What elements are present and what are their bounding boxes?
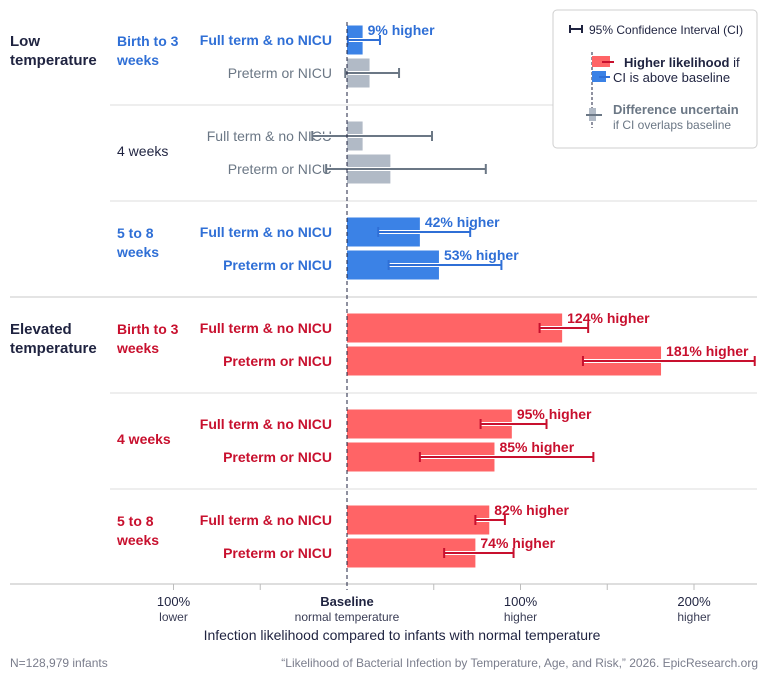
x-tick-label: 200% xyxy=(677,594,711,609)
row-label: Full term & no NICU xyxy=(200,416,332,432)
row-label: Preterm or NICU xyxy=(223,353,332,369)
row-label: Full term & no NICU xyxy=(200,32,332,48)
row-label: Preterm or NICU xyxy=(228,161,332,177)
value-label: 82% higher xyxy=(494,502,569,518)
row-label: Full term & no NICU xyxy=(200,512,332,528)
bar xyxy=(347,313,563,343)
age-label: Birth to 3 weeks xyxy=(116,33,179,68)
legend-ci-label: 95% Confidence Interval (CI) xyxy=(589,23,743,37)
row-label: Preterm or NICU xyxy=(228,65,332,81)
age-label: 4 weeks xyxy=(117,431,171,447)
row-label: Full term & no NICU xyxy=(200,224,332,240)
x-tick-label: Baseline xyxy=(320,594,373,609)
value-label: 85% higher xyxy=(499,439,574,455)
x-tick-sublabel: lower xyxy=(159,610,188,624)
x-tick-sublabel: normal temperature xyxy=(295,610,400,624)
x-tick-sublabel: higher xyxy=(677,610,710,624)
value-label: 42% higher xyxy=(425,214,500,230)
sample-size: N=128,979 infants xyxy=(10,656,108,670)
value-label: 181% higher xyxy=(666,343,749,359)
legend-box xyxy=(552,9,758,149)
x-axis-title: Infection likelihood compared to infants… xyxy=(204,627,601,643)
legend-uncertain-line2: if CI overlaps baseline xyxy=(613,118,731,132)
row-label: Preterm or NICU xyxy=(223,449,332,465)
row-label: Preterm or NICU xyxy=(223,545,332,561)
source-citation: “Likelihood of Bacterial Infection by Te… xyxy=(281,656,758,670)
x-tick-sublabel: higher xyxy=(504,610,537,624)
row-label: Full term & no NICU xyxy=(207,128,332,144)
row-label: Full term & no NICU xyxy=(200,320,332,336)
value-label: 74% higher xyxy=(480,535,555,551)
legend-red-bar xyxy=(592,56,610,67)
value-label: 95% higher xyxy=(517,406,592,422)
legend-higher-label: Higher likelihood if xyxy=(624,55,740,70)
row-label: Preterm or NICU xyxy=(223,257,332,273)
age-label: 5 to 8 weeks xyxy=(116,225,159,260)
x-tick-label: 100% xyxy=(157,594,191,609)
age-label: 5 to 8 weeks xyxy=(116,513,159,548)
temperature-label: Low temperature xyxy=(10,33,97,69)
age-label: 4 weeks xyxy=(117,143,168,159)
x-tick-label: 100% xyxy=(504,594,538,609)
legend-higher-line2: CI is above baseline xyxy=(613,70,730,85)
value-label: 124% higher xyxy=(567,310,650,326)
value-label: 9% higher xyxy=(368,22,435,38)
legend-uncertain-line1: Difference uncertain xyxy=(613,102,739,117)
temperature-label: Elevated temperature xyxy=(10,321,97,357)
age-label: Birth to 3 weeks xyxy=(116,321,179,356)
bar xyxy=(347,505,490,535)
value-label: 53% higher xyxy=(444,247,519,263)
